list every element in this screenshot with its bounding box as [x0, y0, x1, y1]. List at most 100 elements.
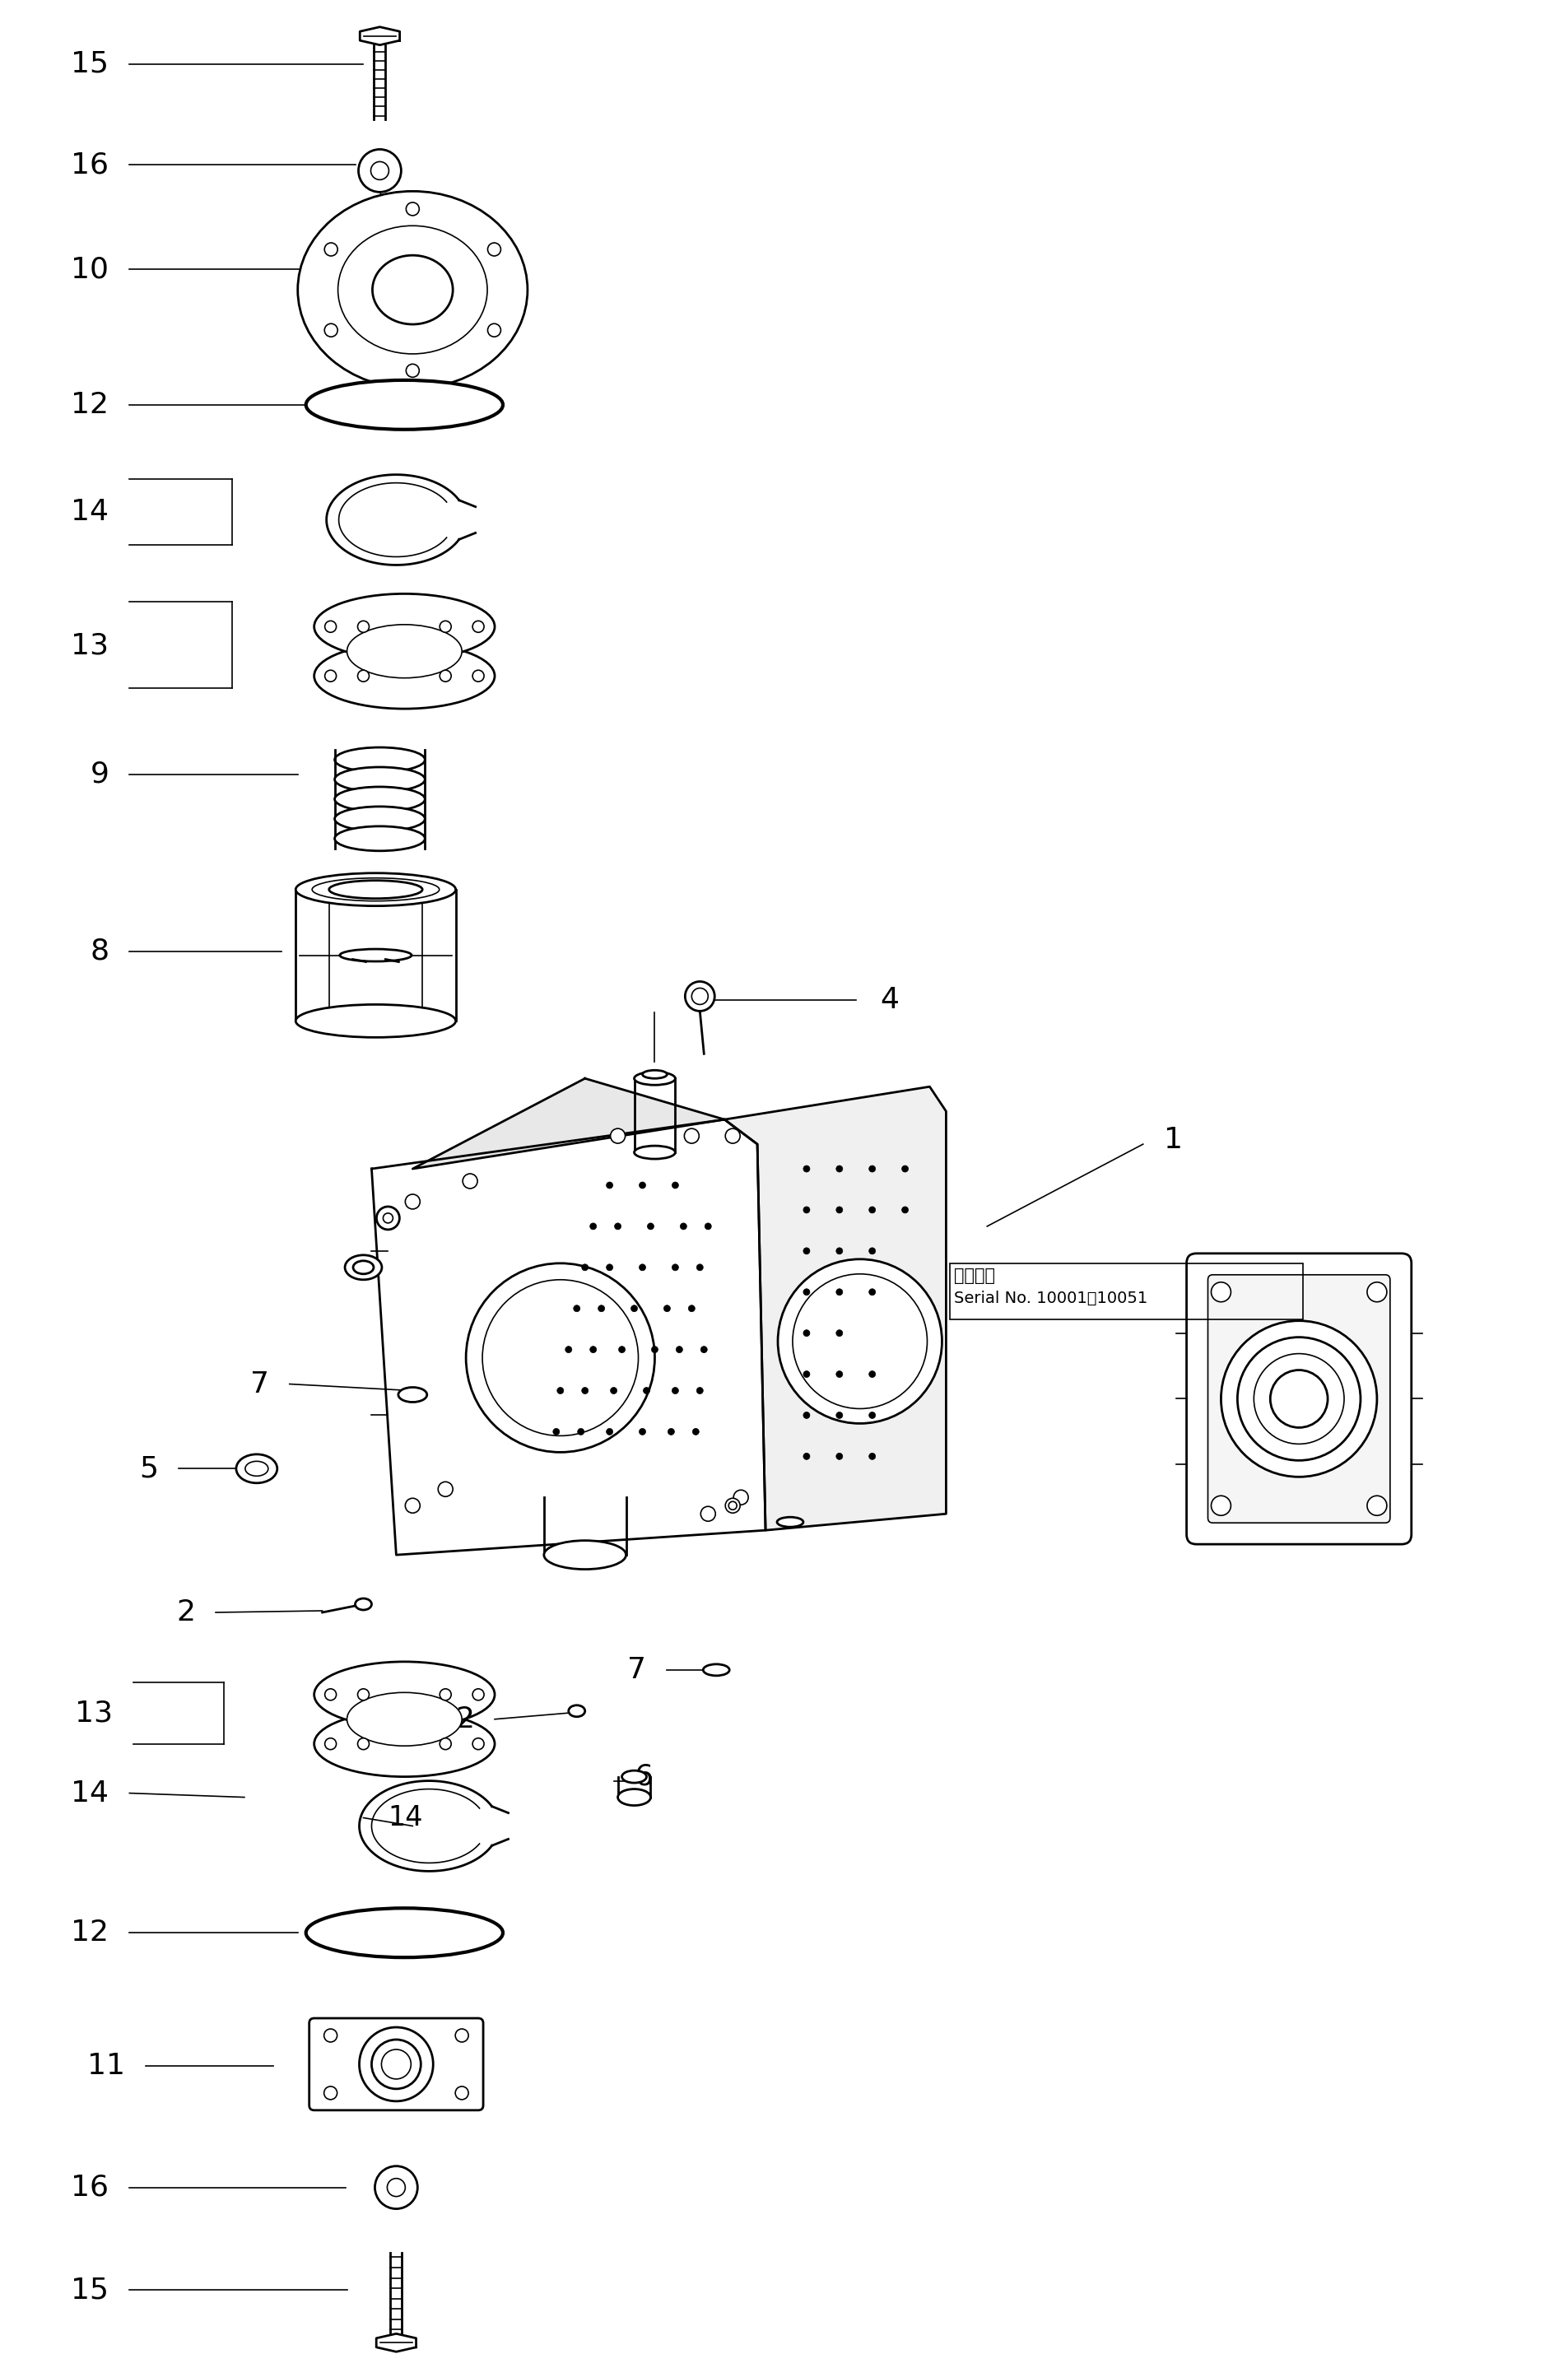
- Text: Serial No. 10001～10051: Serial No. 10001～10051: [953, 1291, 1148, 1307]
- Ellipse shape: [334, 807, 425, 831]
- Circle shape: [803, 1331, 809, 1336]
- Circle shape: [638, 1428, 646, 1435]
- Circle shape: [325, 1738, 336, 1750]
- Circle shape: [676, 1347, 682, 1352]
- Text: 14: 14: [387, 1804, 423, 1830]
- Circle shape: [472, 1688, 485, 1700]
- Circle shape: [803, 1454, 809, 1459]
- Circle shape: [902, 1208, 908, 1212]
- Circle shape: [704, 1222, 710, 1229]
- Ellipse shape: [334, 767, 425, 791]
- FancyBboxPatch shape: [1207, 1274, 1389, 1523]
- Text: 7: 7: [627, 1655, 646, 1684]
- Circle shape: [358, 149, 401, 192]
- Circle shape: [358, 1688, 368, 1700]
- Circle shape: [728, 1501, 737, 1511]
- Ellipse shape: [337, 225, 488, 353]
- Circle shape: [325, 2029, 337, 2041]
- Circle shape: [406, 365, 419, 377]
- Circle shape: [691, 987, 707, 1004]
- Ellipse shape: [306, 381, 503, 429]
- Circle shape: [696, 1265, 702, 1272]
- Circle shape: [1253, 1354, 1344, 1444]
- Circle shape: [605, 1428, 613, 1435]
- Text: 2: 2: [176, 1598, 194, 1627]
- Circle shape: [651, 1347, 657, 1352]
- Circle shape: [472, 620, 485, 632]
- Text: 4: 4: [880, 987, 898, 1014]
- Circle shape: [359, 2027, 433, 2100]
- Text: 13: 13: [71, 632, 108, 661]
- Text: 16: 16: [71, 2174, 108, 2202]
- Circle shape: [439, 1688, 452, 1700]
- Text: 8: 8: [89, 938, 108, 966]
- Circle shape: [590, 1347, 596, 1352]
- Circle shape: [1366, 1281, 1386, 1302]
- Circle shape: [869, 1248, 875, 1255]
- Circle shape: [381, 2048, 411, 2079]
- Text: 1: 1: [1163, 1127, 1182, 1153]
- Circle shape: [590, 1222, 596, 1229]
- Ellipse shape: [702, 1665, 729, 1677]
- Circle shape: [439, 620, 452, 632]
- Ellipse shape: [306, 1909, 503, 1958]
- Circle shape: [685, 980, 715, 1011]
- Ellipse shape: [314, 1712, 494, 1776]
- Circle shape: [325, 2086, 337, 2100]
- Circle shape: [358, 1738, 368, 1750]
- Ellipse shape: [347, 625, 461, 677]
- Circle shape: [437, 1482, 453, 1497]
- Circle shape: [582, 1388, 588, 1395]
- Ellipse shape: [314, 644, 494, 708]
- Circle shape: [869, 1165, 875, 1172]
- Ellipse shape: [776, 1518, 803, 1527]
- Circle shape: [691, 1428, 699, 1435]
- Text: 2: 2: [455, 1705, 474, 1733]
- Circle shape: [803, 1208, 809, 1212]
- Circle shape: [488, 244, 500, 256]
- Circle shape: [325, 244, 337, 256]
- Circle shape: [574, 1305, 580, 1312]
- Ellipse shape: [544, 1542, 626, 1570]
- Circle shape: [630, 1305, 637, 1312]
- Circle shape: [387, 2179, 405, 2198]
- Circle shape: [671, 1182, 679, 1189]
- Circle shape: [803, 1248, 809, 1255]
- Text: 14: 14: [71, 1778, 108, 1807]
- Circle shape: [1220, 1321, 1377, 1478]
- Circle shape: [582, 1265, 588, 1272]
- Circle shape: [724, 1499, 740, 1513]
- Circle shape: [325, 324, 337, 336]
- Ellipse shape: [334, 748, 425, 772]
- Circle shape: [869, 1288, 875, 1295]
- Circle shape: [869, 1208, 875, 1212]
- Circle shape: [836, 1165, 842, 1172]
- Circle shape: [439, 1738, 452, 1750]
- Circle shape: [638, 1182, 646, 1189]
- Circle shape: [358, 620, 368, 632]
- Circle shape: [605, 1265, 613, 1272]
- Text: 6: 6: [633, 1762, 652, 1790]
- Circle shape: [836, 1208, 842, 1212]
- Circle shape: [671, 1265, 679, 1272]
- Circle shape: [405, 1193, 420, 1210]
- Circle shape: [1210, 1281, 1231, 1302]
- Circle shape: [778, 1260, 941, 1423]
- Circle shape: [557, 1388, 563, 1395]
- Ellipse shape: [372, 256, 453, 324]
- Ellipse shape: [245, 1461, 268, 1475]
- Circle shape: [1237, 1338, 1359, 1461]
- Ellipse shape: [295, 1004, 455, 1037]
- Circle shape: [696, 1388, 702, 1395]
- Polygon shape: [724, 1087, 946, 1530]
- Circle shape: [902, 1165, 908, 1172]
- Circle shape: [648, 1222, 654, 1229]
- Circle shape: [605, 1182, 613, 1189]
- Text: 9: 9: [89, 760, 108, 789]
- Text: 5: 5: [140, 1454, 158, 1482]
- Text: 12: 12: [71, 391, 108, 419]
- Circle shape: [836, 1454, 842, 1459]
- Polygon shape: [412, 1077, 724, 1170]
- Circle shape: [618, 1347, 626, 1352]
- Circle shape: [370, 161, 389, 180]
